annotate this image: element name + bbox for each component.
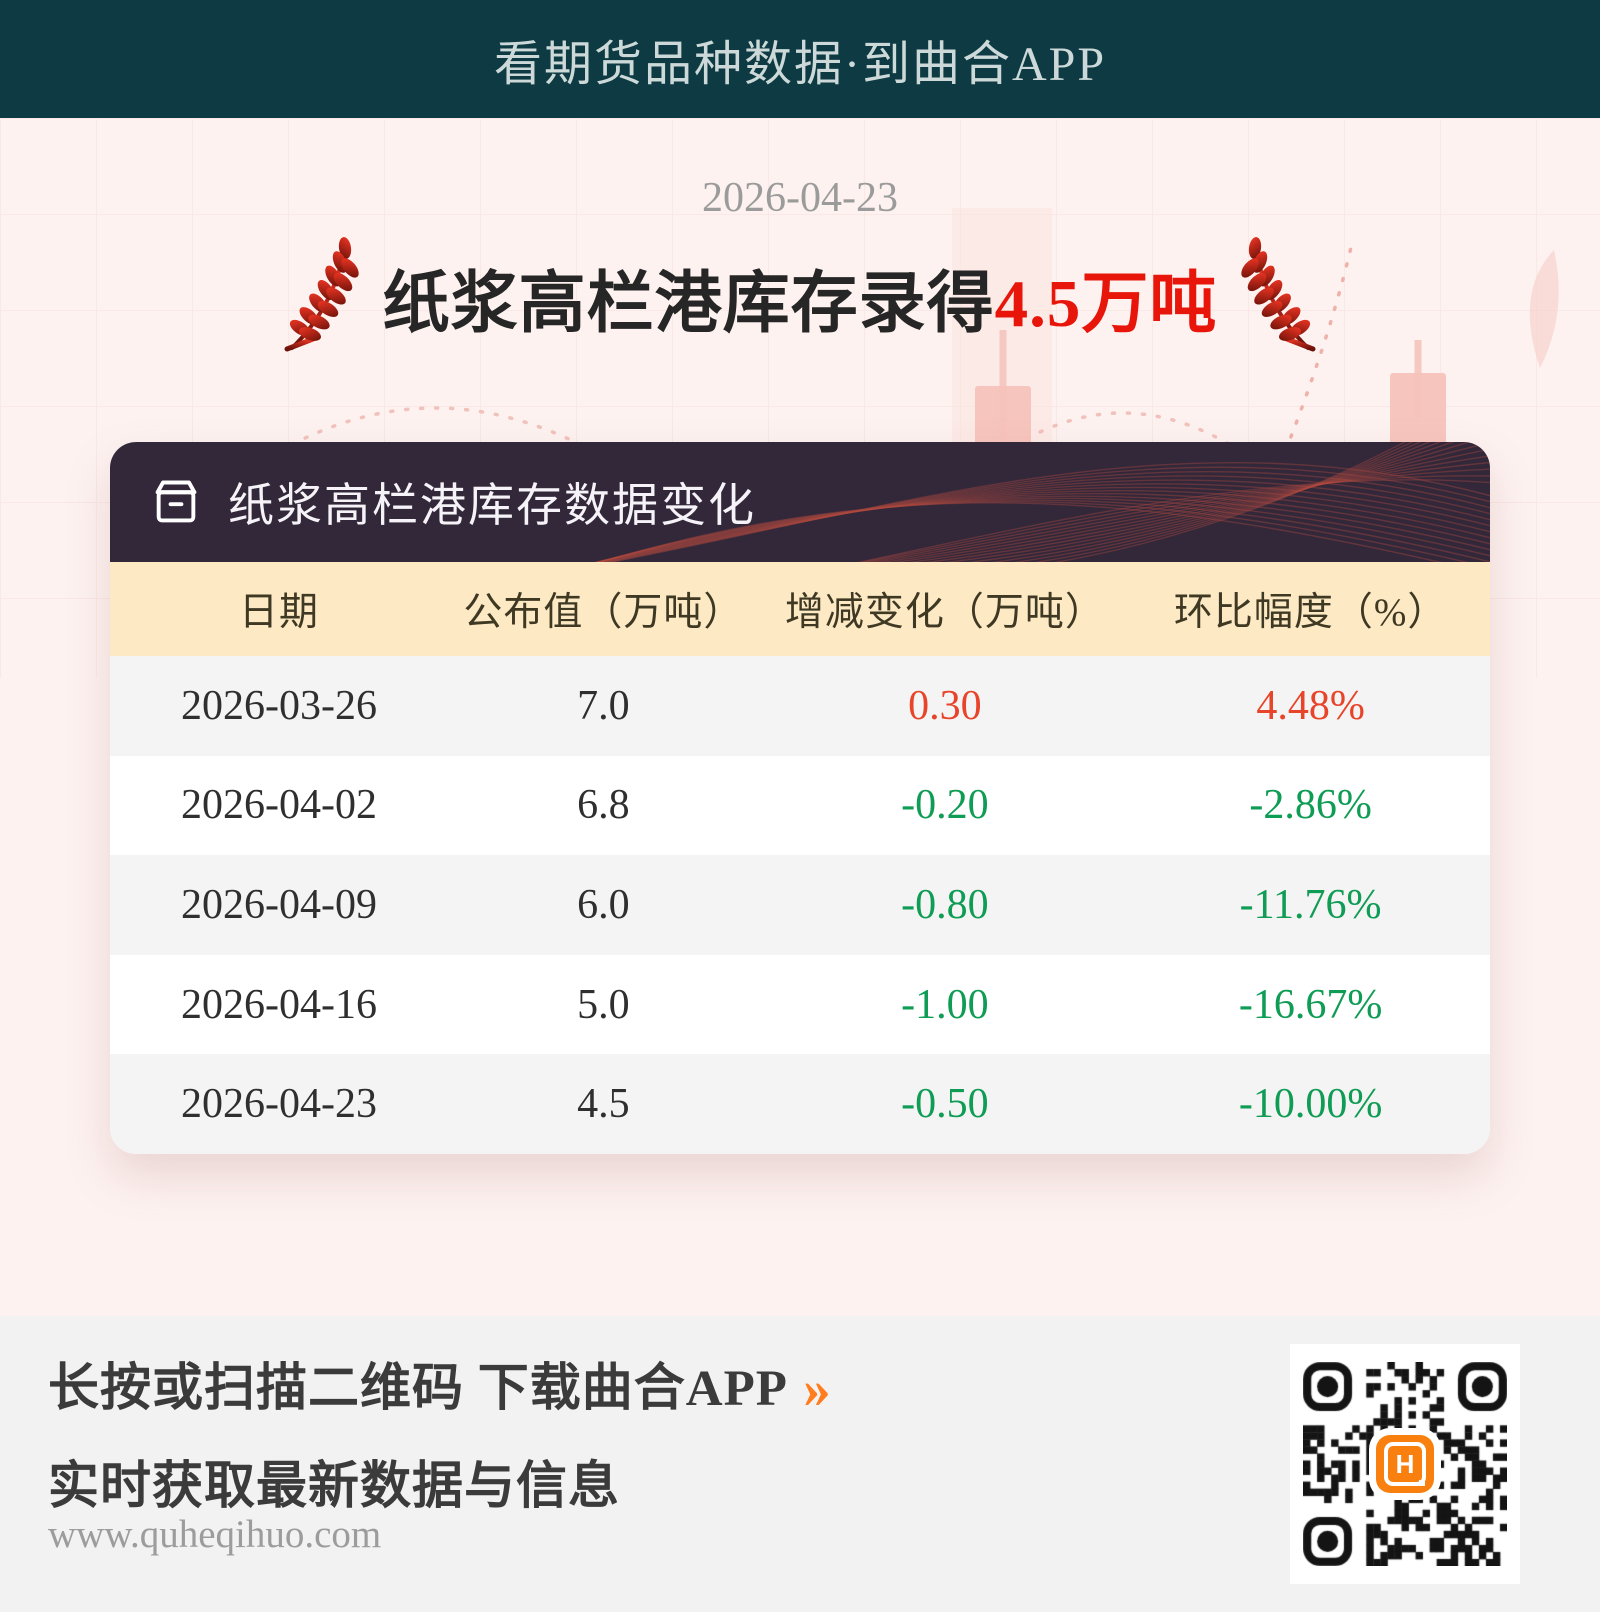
cell-value: 5.0 — [577, 981, 630, 1028]
table-row: 2026-04-16 5.0 -1.00 -16.67% — [110, 954, 1490, 1055]
quhe-app-logo: H — [1376, 1435, 1434, 1493]
cell-pct: -11.76% — [1239, 881, 1382, 928]
website-url: www.quheqihuo.com — [48, 1513, 382, 1556]
top-banner: 看期货品种数据·到曲合APP — [0, 0, 1600, 118]
column-header-value: 公布值（万吨） — [463, 591, 744, 634]
table-body: 2026-03-26 7.0 0.30 4.48% 2026-04-02 6.8… — [110, 656, 1490, 1154]
cell-change: -1.00 — [901, 981, 989, 1028]
table-row: 2026-04-23 4.5 -0.50 -10.00% — [110, 1054, 1490, 1154]
cell-date: 2026-04-23 — [181, 1081, 378, 1128]
cell-pct: 4.48% — [1256, 682, 1365, 729]
cell-date: 2026-03-26 — [181, 682, 378, 729]
cell-change: -0.20 — [901, 782, 989, 829]
headline: 纸浆高栏港库存录得4.5万吨 — [0, 236, 1600, 358]
archive-box-icon — [155, 480, 197, 523]
cell-pct: -2.86% — [1249, 782, 1372, 829]
footer-subtitle: 实时获取最新数据与信息 — [48, 1459, 621, 1515]
column-header-date: 日期 — [239, 591, 320, 634]
cell-pct: -10.00% — [1238, 1081, 1383, 1128]
hero-section: 2026-04-23 — [0, 118, 1600, 1316]
table-row: 2026-04-02 6.8 -0.20 -2.86% — [110, 755, 1490, 856]
wheat-ear-icon — [284, 237, 359, 352]
wheat-ear-icon — [1241, 237, 1316, 352]
data-card: 纸浆高栏港库存数据变化 日期 公布值（万吨） 增减变化（万吨） 环比幅度（%） … — [110, 442, 1490, 1154]
card-header: 纸浆高栏港库存数据变化 — [110, 442, 1490, 562]
qr-code[interactable]: H — [1290, 1344, 1520, 1584]
cell-date: 2026-04-02 — [181, 782, 378, 829]
footer-section: 长按或扫描二维码 下载曲合APP ›› 实时获取最新数据与信息 www.quheq… — [0, 1316, 1600, 1612]
banner-title: 看期货品种数据·到曲合APP — [493, 38, 1107, 91]
chevron-right-icon: ›› — [801, 1358, 831, 1420]
cell-date: 2026-04-09 — [181, 881, 378, 928]
cell-value: 6.0 — [577, 881, 630, 928]
cell-value: 4.5 — [577, 1081, 630, 1128]
headline-highlight: 4.5万吨 — [994, 266, 1218, 341]
cell-value: 7.0 — [577, 682, 630, 729]
card-title: 纸浆高栏港库存数据变化 — [228, 480, 756, 531]
page-title: 纸浆高栏港库存录得4.5万吨 — [382, 266, 1218, 341]
column-header-change: 增减变化（万吨） — [784, 591, 1105, 634]
report-date: 2026-04-23 — [702, 175, 898, 221]
table-header-row: 日期 公布值（万吨） 增减变化（万吨） 环比幅度（%） — [110, 562, 1490, 656]
cell-change: -0.50 — [901, 1081, 989, 1128]
column-header-pct: 环比幅度（%） — [1173, 591, 1448, 634]
cell-date: 2026-04-16 — [181, 981, 378, 1028]
table-row: 2026-04-09 6.0 -0.80 -11.76% — [110, 855, 1490, 955]
cell-pct: -16.67% — [1238, 981, 1383, 1028]
cell-change: 0.30 — [908, 682, 982, 729]
table-row: 2026-03-26 7.0 0.30 4.48% — [110, 656, 1490, 756]
cell-change: -0.80 — [901, 881, 989, 928]
download-app-link[interactable]: 长按或扫描二维码 下载曲合APP ›› — [48, 1358, 831, 1420]
cell-value: 6.8 — [577, 782, 630, 829]
